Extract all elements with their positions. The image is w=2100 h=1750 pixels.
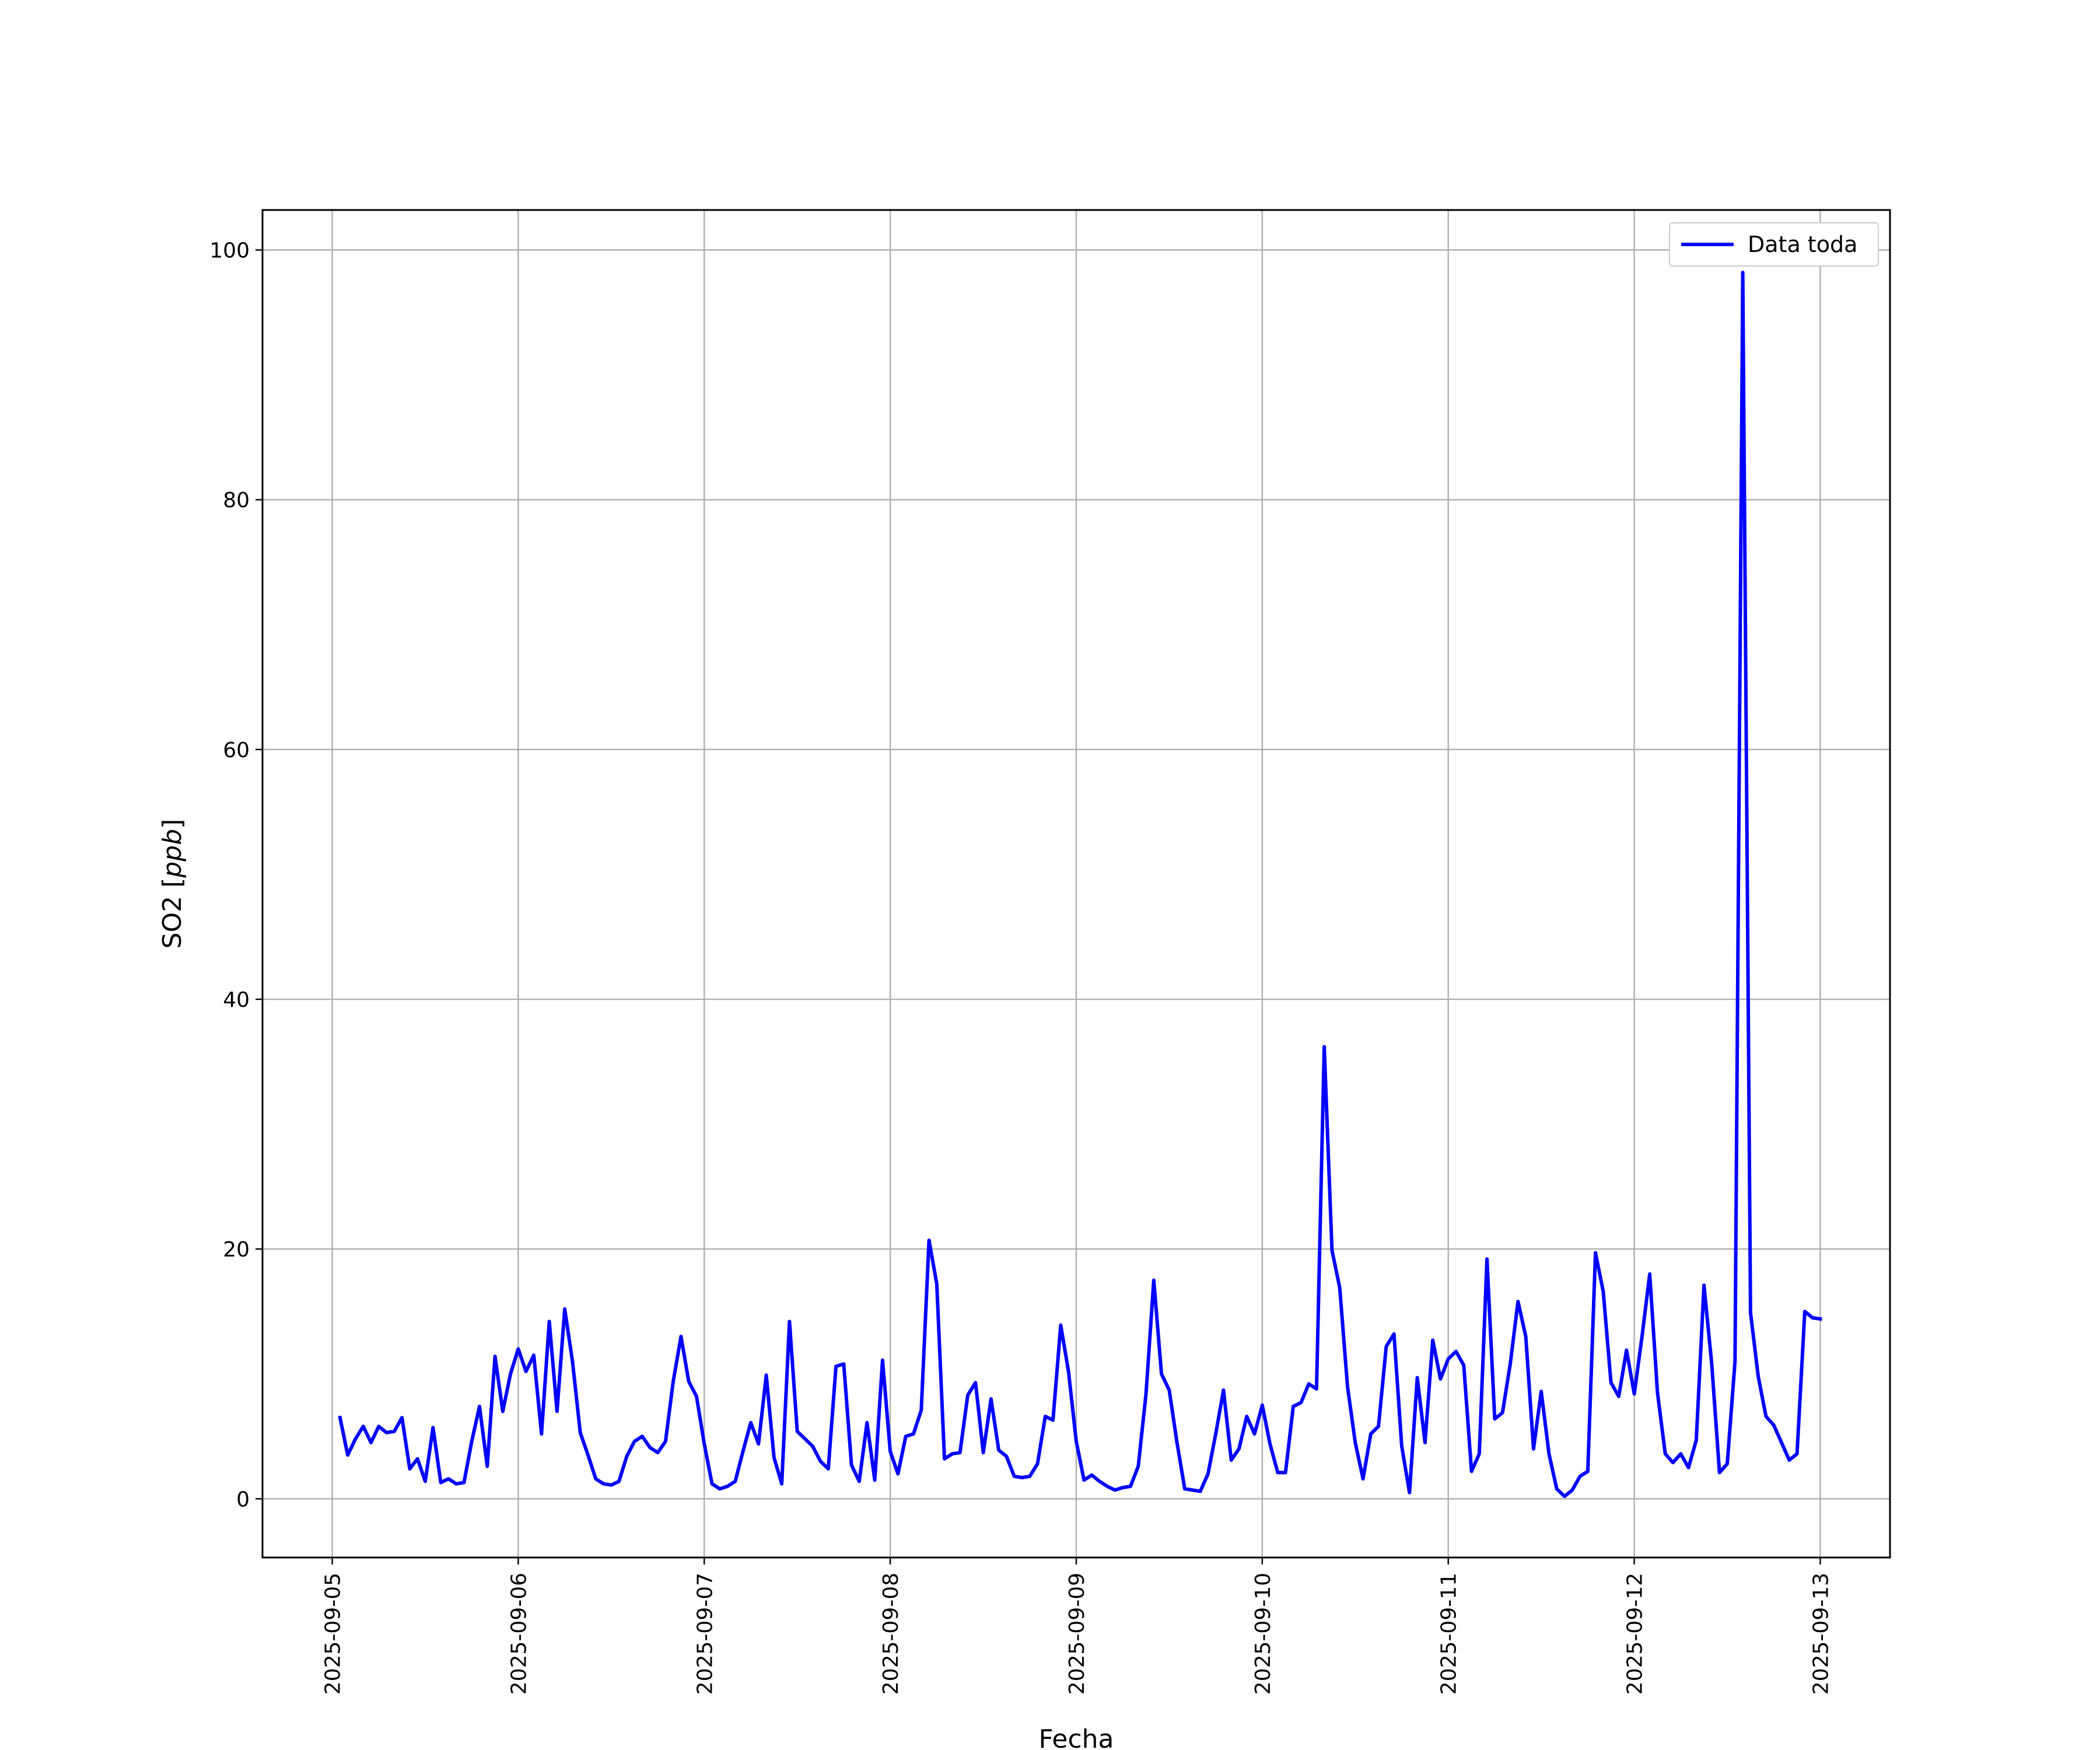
y-tick-label: 40	[223, 988, 250, 1012]
y-tick-label: 60	[223, 738, 250, 762]
y-tick-label: 100	[209, 239, 250, 263]
y-axis-title: SO2 [ppb]	[158, 819, 187, 949]
x-tick-label: 2025-09-05	[321, 1573, 345, 1695]
legend-box	[1669, 222, 1879, 267]
y-tick-label: 20	[223, 1238, 250, 1262]
x-tick-label: 2025-09-13	[1809, 1573, 1833, 1695]
legend: Data toda	[1669, 222, 1879, 267]
series-line	[338, 271, 1822, 1499]
x-tick-label: 2025-09-11	[1437, 1573, 1461, 1695]
x-tick-label: 2025-09-06	[507, 1573, 531, 1695]
x-ticks: 2025-09-05 2025-09-06 2025-09-07 2025-09-08…	[321, 1558, 1833, 1695]
y-axis-title-main: SO2 [	[158, 878, 187, 949]
x-tick-label: 2025-09-10	[1251, 1573, 1275, 1695]
grid	[262, 210, 1890, 1558]
x-tick-label: 2025-09-09	[1065, 1573, 1089, 1695]
y-tick-label: 0	[236, 1488, 250, 1511]
series-layer	[338, 271, 1822, 1499]
x-axis-title: Fecha	[1038, 1724, 1114, 1750]
x-tick-label: 2025-09-07	[693, 1573, 717, 1695]
x-tick-label: 2025-09-12	[1623, 1573, 1647, 1695]
y-ticks: 0 20 40 60 80 100	[209, 239, 262, 1511]
x-tick-label: 2025-09-08	[879, 1573, 903, 1695]
legend-label: Data toda	[1748, 232, 1857, 257]
y-tick-label: 80	[223, 489, 250, 513]
y-axis-title-unit: ppb	[158, 829, 187, 878]
y-axis-title-close: ]	[158, 819, 187, 829]
